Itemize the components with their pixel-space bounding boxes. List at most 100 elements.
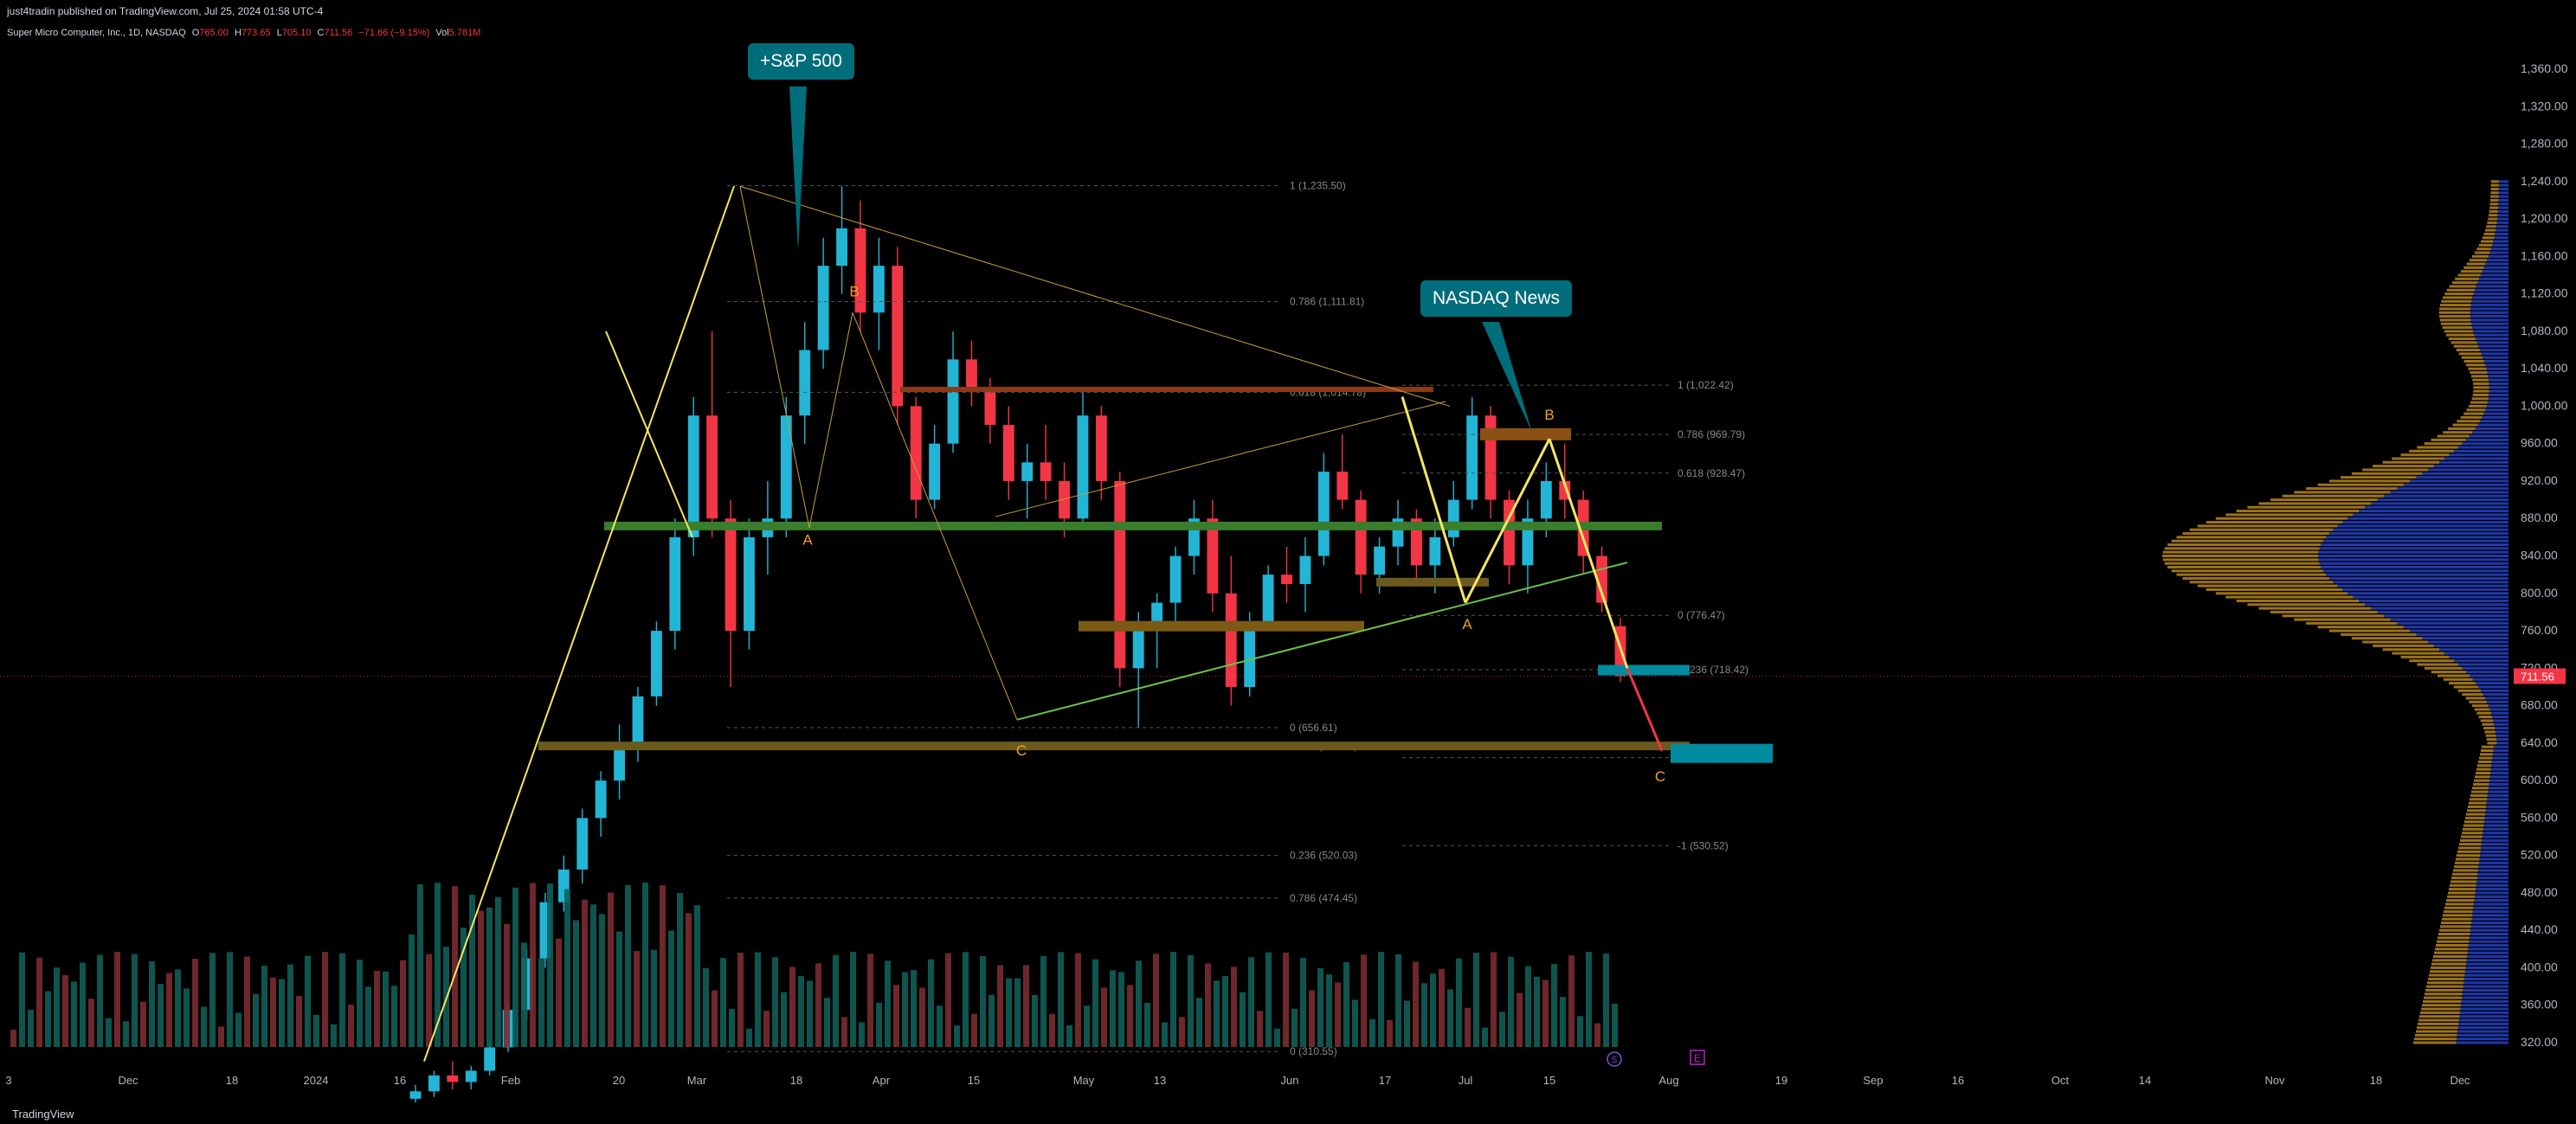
volume-profile-bar xyxy=(2463,360,2484,363)
volume-profile-bar xyxy=(2294,491,2391,494)
volume-profile-bar xyxy=(2422,472,2508,475)
earnings-marker-label: E xyxy=(1694,1052,1701,1064)
volume-profile-bar xyxy=(2470,933,2508,936)
price-tick-label: 680.00 xyxy=(2521,698,2558,712)
volume-profile-bar xyxy=(2438,315,2470,318)
volume-bar xyxy=(1335,982,1341,1047)
volume-profile-bar xyxy=(2463,988,2508,992)
candle-body xyxy=(1447,499,1459,537)
volume-profile-bar xyxy=(2341,633,2417,636)
volume-profile-bar xyxy=(2487,370,2508,374)
volume-profile-bar xyxy=(2473,292,2508,296)
volume-profile-bar xyxy=(2497,209,2508,213)
volume-profile-bar xyxy=(2478,243,2493,247)
volume-profile-bar xyxy=(2469,940,2508,943)
wedge-inner-line xyxy=(995,401,1446,517)
fib-label-left: 0.786 (474.45) xyxy=(1290,892,1357,904)
volume-bar xyxy=(1300,958,1306,1047)
volume-profile-bar xyxy=(2392,652,2444,655)
volume-bar xyxy=(694,905,700,1047)
volume-profile-bar xyxy=(2475,427,2508,430)
price-tick-label: 1,240.00 xyxy=(2521,174,2568,188)
volume-profile-bar xyxy=(2483,693,2508,697)
support-zone-green xyxy=(604,521,1662,530)
volume-bar xyxy=(746,1028,752,1047)
candle-body xyxy=(910,406,922,500)
time-tick-label: 15 xyxy=(968,1074,980,1087)
candle-body xyxy=(447,1075,459,1082)
time-tick-label: 2024 xyxy=(304,1074,329,1087)
volume-profile-bar xyxy=(2397,487,2508,491)
volume-bar xyxy=(45,991,51,1047)
volume-profile-bar xyxy=(2473,386,2489,389)
volume-profile-bar xyxy=(2469,936,2508,940)
volume-profile-bar xyxy=(2471,322,2508,325)
volume-profile-bar xyxy=(2433,954,2468,958)
volume-bar xyxy=(833,954,839,1047)
volume-profile-bar xyxy=(2373,465,2434,468)
volume-profile-bar xyxy=(2483,412,2508,415)
volume-profile-bar xyxy=(2450,883,2476,887)
volume-profile-bar xyxy=(2461,356,2483,359)
earnings-marker[interactable] xyxy=(1690,1050,1705,1065)
volume-bar xyxy=(409,935,415,1047)
volume-profile-bar xyxy=(2488,790,2508,793)
volume-profile-bar xyxy=(2483,827,2508,831)
volume-profile-bar xyxy=(2464,970,2508,973)
volume-profile-bar xyxy=(2482,236,2495,240)
volume-profile-bar xyxy=(2337,584,2508,588)
candle-body xyxy=(836,228,847,267)
b-zone xyxy=(1480,427,1571,440)
volume-profile-bar xyxy=(2497,214,2508,217)
volume-profile-bar xyxy=(2435,947,2469,951)
volume-profile-bar xyxy=(2479,349,2508,352)
sp500-callout: +S&P 500 xyxy=(748,43,854,80)
volume-profile-bar xyxy=(2496,217,2508,221)
price-tick-label: 520.00 xyxy=(2521,848,2558,862)
volume-profile-bar xyxy=(2486,225,2496,228)
tradingview-logo[interactable]: TradingView xyxy=(12,1108,74,1121)
price-tick-label: 360.00 xyxy=(2521,998,2558,1012)
close-value: 711.56 xyxy=(324,28,353,38)
volume-profile-bar xyxy=(2483,824,2508,827)
volume-profile-bar xyxy=(2486,805,2508,808)
split-marker-label: S xyxy=(1612,1056,1618,1065)
volume-profile-bar xyxy=(2485,228,2496,232)
volume-profile-bar xyxy=(2353,595,2508,599)
price-tick-label: 840.00 xyxy=(2521,549,2558,562)
volume-profile-bar xyxy=(2468,404,2487,408)
volume-bar xyxy=(729,1008,735,1047)
volume-profile-bar xyxy=(2482,723,2495,726)
volume-bar xyxy=(850,952,856,1047)
symbol-name[interactable]: Super Micro Computer, Inc., 1D, NASDAQ xyxy=(7,28,186,38)
volume-profile-bar xyxy=(2489,782,2508,786)
volume-bar xyxy=(1058,952,1064,1047)
volume-profile-bar xyxy=(2326,573,2508,576)
volume-bar xyxy=(1136,960,1142,1047)
fib-label-left: 0 (310.55) xyxy=(1290,1045,1337,1057)
volume-profile-bar xyxy=(2471,917,2508,921)
volume-profile-bar xyxy=(2469,434,2508,438)
candle-body xyxy=(966,359,977,388)
volume-bar xyxy=(530,883,536,1047)
volume-profile-bar xyxy=(2449,888,2476,891)
time-tick-label: Oct xyxy=(2051,1074,2070,1087)
volume-profile-bar xyxy=(2461,1004,2508,1007)
volume-profile-bar xyxy=(2318,550,2508,554)
volume-profile-bar xyxy=(2478,344,2508,348)
volume-bar xyxy=(686,913,692,1047)
price-tick-label: 880.00 xyxy=(2521,511,2558,524)
price-chart[interactable]: 1,360.00 1,320.00 1,280.00 1,240.00 1,200.00… xyxy=(0,19,2576,1102)
volume-profile-bar xyxy=(2371,607,2508,610)
volume-profile-bar xyxy=(2215,517,2347,520)
volume-profile-bar xyxy=(2487,259,2508,262)
volume-bar xyxy=(1291,1008,1298,1047)
volume-bar xyxy=(1551,963,1557,1047)
volume-bar xyxy=(1361,954,1367,1047)
fib-label-left: 1 (1,235.50) xyxy=(1290,180,1346,192)
volume-bar xyxy=(772,957,778,1047)
split-marker[interactable] xyxy=(1607,1051,1622,1067)
volume-bar xyxy=(1586,952,1592,1047)
volume-bar xyxy=(365,986,371,1047)
volume-profile-bar xyxy=(2462,693,2483,697)
